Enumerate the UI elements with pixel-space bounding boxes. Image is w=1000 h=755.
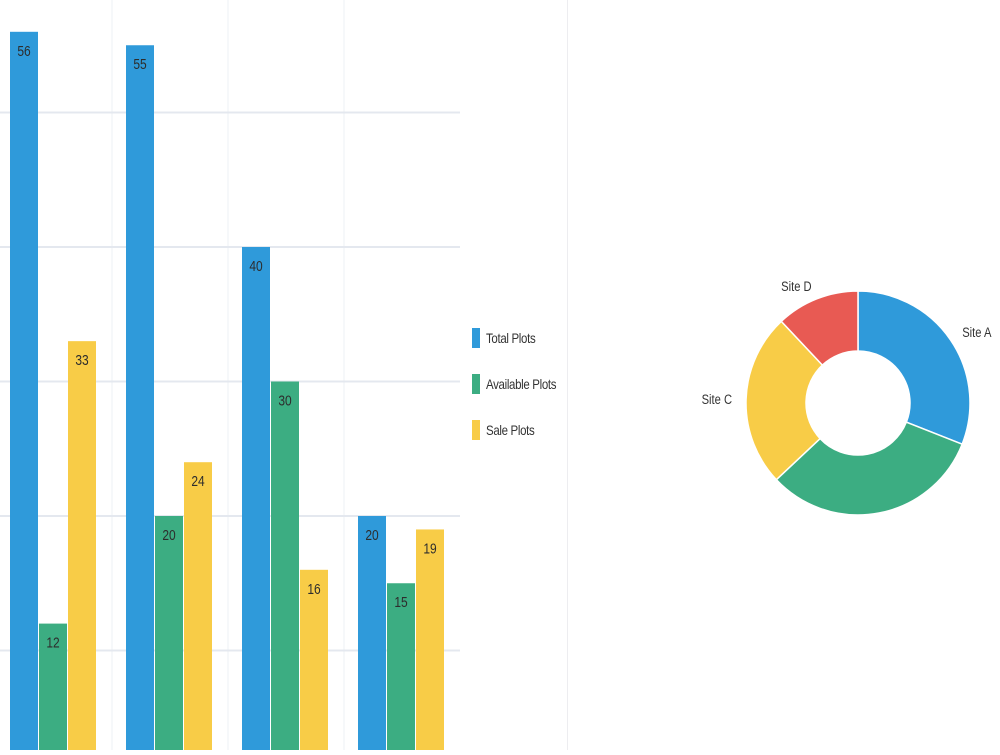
panel-divider <box>567 0 568 750</box>
bar-sale-plots[interactable] <box>300 569 328 755</box>
donut-slice-site-d[interactable] <box>780 290 859 367</box>
donut-label-site-c: Site C <box>702 392 732 407</box>
bar-data-label: 33 <box>75 352 88 369</box>
bar-data-label: 55 <box>133 56 146 73</box>
bar-data-label: 20 <box>365 527 379 544</box>
bar-available-plots[interactable] <box>155 516 183 755</box>
bar-data-label: 20 <box>162 527 176 544</box>
bar-available-plots[interactable] <box>271 381 299 755</box>
donut-chart-panel: Site A Site C Site D <box>575 0 1000 750</box>
bar-data-label: 16 <box>307 581 320 598</box>
donut-label-site-a: Site A <box>962 325 992 340</box>
bar-data-label: 19 <box>423 540 436 557</box>
legend-label-sale-plots: Sale Plots <box>486 422 535 438</box>
bar-data-label: 40 <box>249 258 263 275</box>
legend-item-total-plots[interactable]: Total Plots <box>472 327 572 349</box>
legend-label-available-plots: Available Plots <box>486 376 557 392</box>
bar-chart-panel: 56 55 40 20 12 20 30 15 33 24 16 19 Total Plots Ava… <box>0 0 572 755</box>
bar-chart: 56 55 40 20 12 20 30 15 33 24 16 19 <box>0 0 460 755</box>
bar-available-plots[interactable] <box>387 583 415 755</box>
donut-slice-site-c[interactable] <box>745 320 824 481</box>
donut-label-site-d: Site D <box>781 279 811 294</box>
bar-total-plots[interactable] <box>10 31 38 755</box>
donut-chart: Site A Site C Site D <box>702 279 992 516</box>
legend-swatch-sale-plots <box>472 420 480 440</box>
bar-data-label: 24 <box>191 473 205 490</box>
bar-total-plots[interactable] <box>242 247 270 755</box>
legend-item-available-plots[interactable]: Available Plots <box>472 373 572 395</box>
legend-item-sale-plots[interactable]: Sale Plots <box>472 419 572 441</box>
bar-total-plots[interactable] <box>358 516 386 755</box>
bar-sale-plots[interactable] <box>184 462 212 755</box>
bar-data-label: 15 <box>394 594 407 611</box>
bar-available-plots[interactable] <box>39 623 67 755</box>
legend-label-total-plots: Total Plots <box>486 330 536 346</box>
bar-data-label: 56 <box>17 43 30 60</box>
donut-slice-site-b[interactable] <box>775 421 964 516</box>
donut-slice-site-a[interactable] <box>857 290 971 446</box>
legend-swatch-total-plots <box>472 328 480 348</box>
bar-data-label: 12 <box>46 634 59 651</box>
bar-data-label: 30 <box>278 392 292 409</box>
legend-swatch-available-plots <box>472 374 480 394</box>
bar-total-plots[interactable] <box>126 45 154 755</box>
bar-sale-plots[interactable] <box>68 341 96 755</box>
bar-chart-legend: Total Plots Available Plots Sale Plots <box>472 327 572 465</box>
bar-sale-plots[interactable] <box>416 529 444 755</box>
